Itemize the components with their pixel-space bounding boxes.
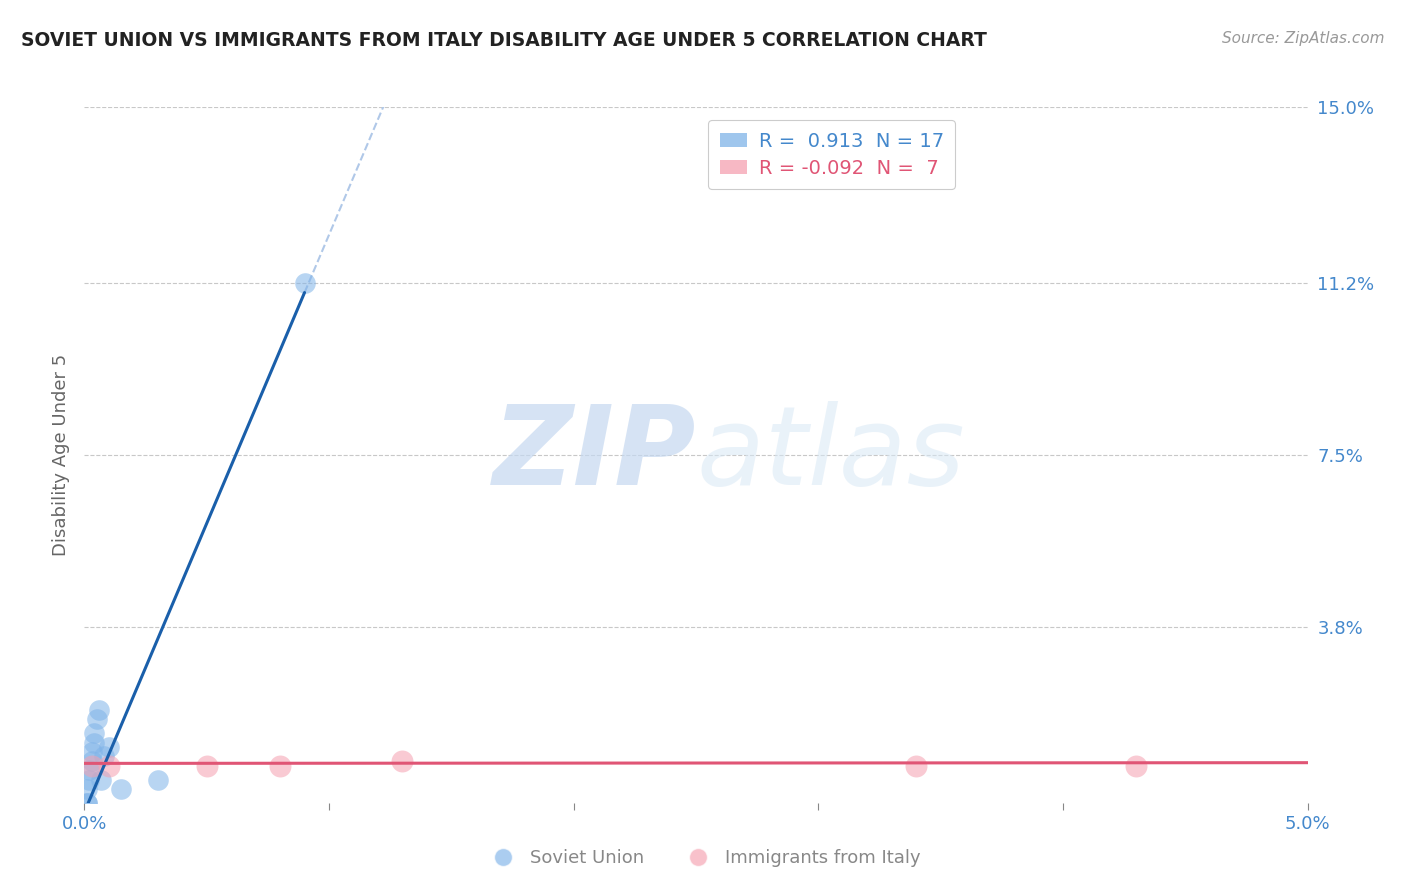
Text: Source: ZipAtlas.com: Source: ZipAtlas.com [1222,31,1385,46]
Legend: Soviet Union, Immigrants from Italy: Soviet Union, Immigrants from Italy [478,842,928,874]
Point [87,703,110,717]
Point [86,712,108,726]
Text: SOVIET UNION VS IMMIGRANTS FROM ITALY DISABILITY AGE UNDER 5 CORRELATION CHART: SOVIET UNION VS IMMIGRANTS FROM ITALY DI… [21,31,987,50]
Point [80,754,103,768]
Point [97,740,120,755]
Point [77,764,100,778]
Point [146,772,169,787]
Point [195,758,218,772]
Point [76,781,98,796]
Text: ZIP: ZIP [492,401,696,508]
Text: atlas: atlas [696,401,965,508]
Point [93,749,115,764]
Point [83,735,105,749]
Point [391,754,413,768]
Point [83,726,105,740]
Point [97,758,120,772]
Point [90,772,112,787]
Point [80,745,103,759]
Point [905,758,928,772]
Point [294,277,316,291]
Point [269,758,291,772]
Y-axis label: Disability Age Under 5: Disability Age Under 5 [52,354,70,556]
Point [110,781,132,796]
Point [76,796,98,810]
Point [80,758,103,772]
Legend: R =  0.913  N = 17, R = -0.092  N =  7: R = 0.913 N = 17, R = -0.092 N = 7 [709,120,955,189]
Point [76,796,98,810]
Point [1125,758,1147,772]
Point [77,772,100,787]
